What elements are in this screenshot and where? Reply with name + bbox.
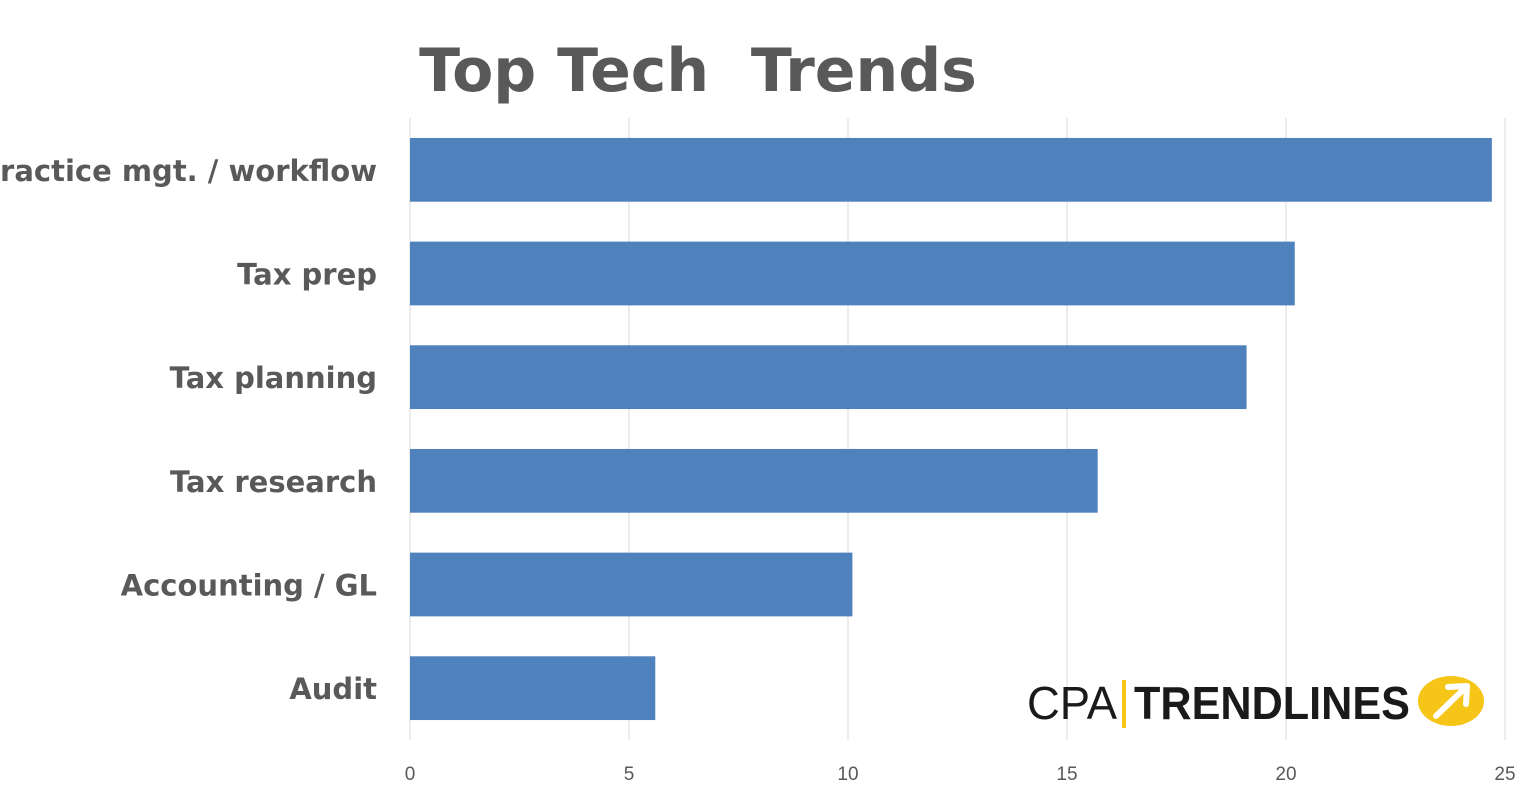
category-label: Tax prep [237,258,377,292]
category-label: Audit [289,672,377,706]
category-label: Tax planning [170,361,377,395]
x-tick-label: 5 [624,764,635,785]
chart-title: Top Tech Trends [419,36,977,106]
category-label: Practice mgt. / workflow [0,154,377,188]
bar [410,137,1492,202]
bars [410,137,1492,721]
x-tick-label: 15 [1056,764,1077,785]
x-tick-label: 20 [1275,764,1296,785]
category-label: Tax research [170,465,377,499]
bar [410,345,1247,410]
arrow-circle-icon [1418,676,1484,726]
logo-cpa-text: CPA [1027,677,1117,729]
grid-lines [409,118,1506,740]
x-tick-labels: 0 5 10 15 20 25 [405,764,1516,785]
logo-trendlines-text: TRENDLINES [1134,677,1410,729]
category-label: Accounting / GL [121,569,377,603]
bar [410,552,853,617]
bar [410,448,1098,513]
category-labels: Practice mgt. / workflow Tax prep Tax plan… [0,154,377,706]
x-tick-label: 0 [405,764,416,785]
x-tick-label: 10 [837,764,858,785]
bar [410,656,656,721]
bar [410,241,1295,306]
logo-divider [1122,680,1126,728]
cpa-trendlines-logo: CPA TRENDLINES [1027,676,1484,729]
x-tick-label: 25 [1494,764,1515,785]
